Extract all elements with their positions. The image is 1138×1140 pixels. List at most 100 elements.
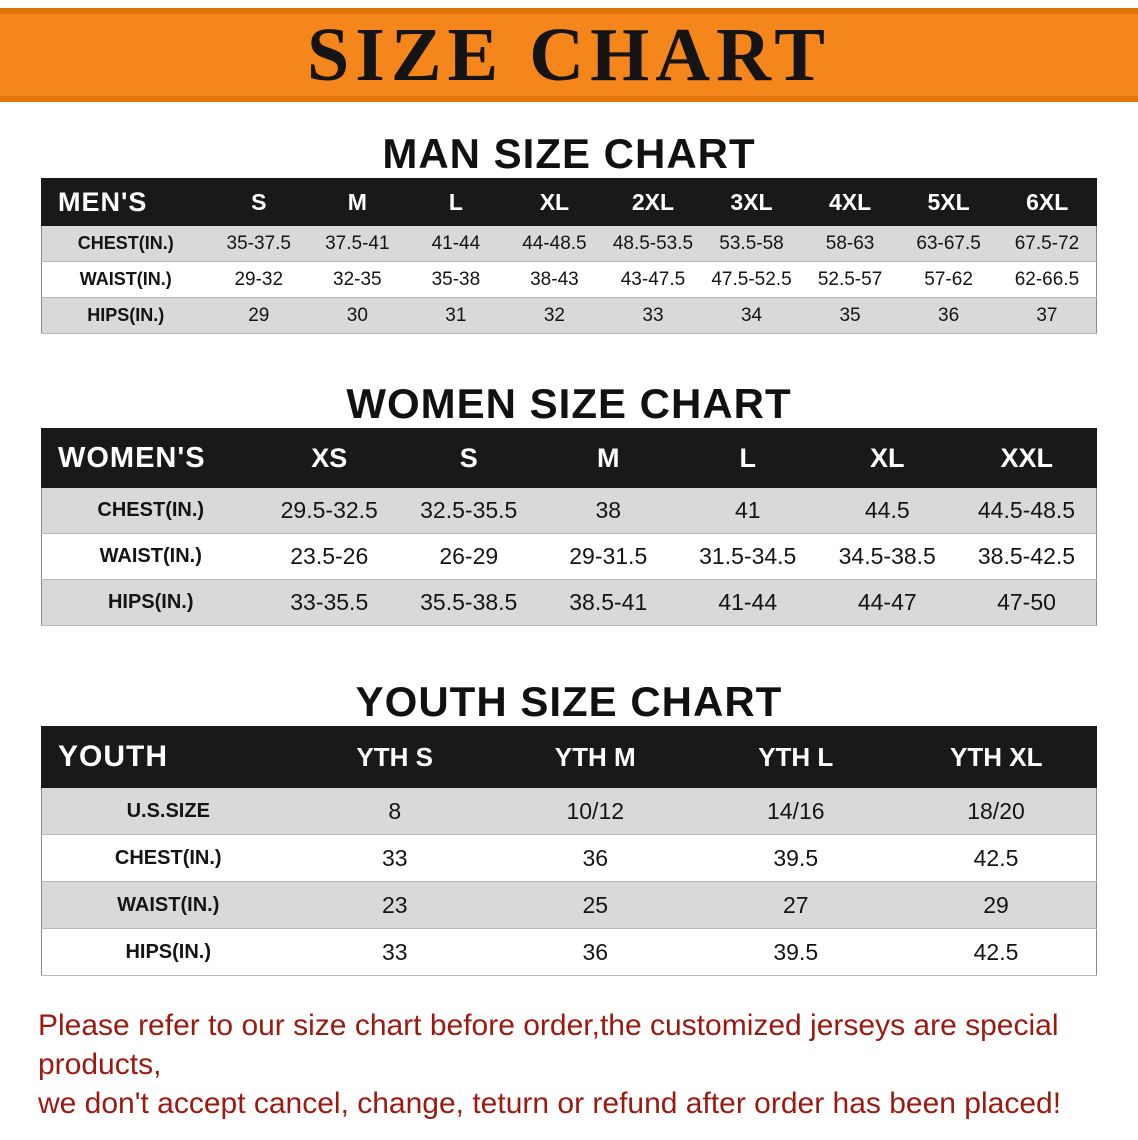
measurement-value-cell: 33 [603,297,703,334]
measurement-value-cell: 44-47 [817,579,957,626]
size-column-header: XS [259,428,400,488]
measurement-label-cell: WAIST(IN.) [41,261,210,298]
size-column-header: 4XL [800,178,900,226]
measurement-value-cell: 52.5-57 [800,261,900,298]
table-row: WAIST(IN.) 23.5-26 26-29 29-31.5 31.5-34.5 34… [41,533,1097,580]
measurement-value-cell: 44.5 [817,487,957,534]
measurement-value-cell: 38.5-41 [538,579,678,626]
measurement-value-cell: 23 [294,881,495,929]
measurement-value-cell: 53.5-58 [702,225,801,262]
measurement-label-cell: CHEST(IN.) [41,834,295,882]
measurement-value-cell: 23.5-26 [259,533,399,580]
table-row: HIPS(IN.) 33-35.5 35.5-38.5 38.5-41 41-44 44-… [41,579,1097,626]
youth-size-section: YOUTH SIZE CHART YOUTH YTH S YTH M YTH L YTH… [0,678,1138,976]
men-size-table: MEN'S S M L XL 2XL 3XL 4XL 5XL 6XL CHEST(IN.) 35-37… [41,178,1097,334]
measurement-label-cell: CHEST(IN.) [41,487,260,534]
women-size-table: WOMEN'S XS S M L XL XXL CHEST(IN.) 29.5-32.5 32.5… [41,428,1097,626]
measurement-value-cell: 29 [209,297,309,334]
size-column-header: YTH M [494,726,696,788]
measurement-value-cell: 48.5-53.5 [603,225,703,262]
measurement-value-cell: 41-44 [406,225,506,262]
measurement-value-cell: 35 [800,297,900,334]
table-title-cell: YOUTH [41,726,295,788]
banner-title: SIZE CHART [306,13,831,97]
measurement-value-cell: 57-62 [899,261,998,298]
measurement-value-cell: 25 [495,881,696,929]
measurement-value-cell: 42.5 [896,928,1097,976]
size-column-header: XL [817,428,958,488]
measurement-value-cell: 41-44 [678,579,818,626]
measurement-value-cell: 47-50 [957,579,1097,626]
measurement-value-cell: 30 [308,297,407,334]
youth-size-table: YOUTH YTH S YTH M YTH L YTH XL U.S.SIZE 8 10/12… [41,726,1097,976]
measurement-value-cell: 35.5-38.5 [399,579,539,626]
size-column-header: S [398,428,539,488]
measurement-value-cell: 33 [294,834,495,882]
measurement-value-cell: 27 [695,881,896,929]
measurement-value-cell: 38 [538,487,678,534]
measurement-value-cell: 26-29 [399,533,539,580]
size-column-header: XL [504,178,605,226]
table-row: HIPS(IN.) 33 36 39.5 42.5 [41,928,1097,976]
measurement-value-cell: 14/16 [695,787,896,835]
size-column-header: S [209,178,309,226]
size-column-header: 2XL [603,178,703,226]
measurement-value-cell: 18/20 [896,787,1097,835]
measurement-label-cell: WAIST(IN.) [41,881,295,929]
size-column-header: M [307,178,408,226]
men-size-section: MAN SIZE CHART MEN'S S M L XL 2XL 3XL 4XL 5XL 6XL… [0,130,1138,334]
measurement-label-cell: HIPS(IN.) [41,579,260,626]
measurement-label-cell: HIPS(IN.) [41,297,210,334]
measurement-value-cell: 42.5 [896,834,1097,882]
measurement-value-cell: 33-35.5 [259,579,399,626]
measurement-value-cell: 44-48.5 [505,225,604,262]
measurement-value-cell: 31.5-34.5 [678,533,818,580]
size-column-header: 3XL [701,178,802,226]
measurement-value-cell: 29 [896,881,1097,929]
measurement-value-cell: 37 [997,297,1097,334]
size-column-header: 5XL [898,178,999,226]
measurement-value-cell: 32.5-35.5 [399,487,539,534]
table-title-cell: WOMEN'S [41,428,260,488]
measurement-value-cell: 31 [406,297,506,334]
measurement-value-cell: 29-32 [209,261,309,298]
size-column-header: M [538,428,679,488]
measurement-value-cell: 10/12 [495,787,696,835]
table-title-cell: MEN'S [41,178,210,226]
measurement-value-cell: 38-43 [505,261,604,298]
measurement-value-cell: 47.5-52.5 [702,261,801,298]
men-section-heading: MAN SIZE CHART [382,130,756,177]
measurement-label-cell: CHEST(IN.) [41,225,210,262]
measurement-value-cell: 38.5-42.5 [957,533,1097,580]
order-policy-note: Please refer to our size chart before or… [0,1006,1138,1123]
measurement-label-cell: U.S.SIZE [41,787,295,835]
measurement-value-cell: 63-67.5 [899,225,998,262]
measurement-value-cell: 67.5-72 [997,225,1097,262]
measurement-value-cell: 33 [294,928,495,976]
measurement-value-cell: 36 [495,834,696,882]
measurement-value-cell: 34 [702,297,801,334]
table-header-row: WOMEN'S XS S M L XL XXL [41,428,1097,488]
size-column-header: L [406,178,506,226]
measurement-value-cell: 37.5-41 [308,225,407,262]
measurement-value-cell: 34.5-38.5 [817,533,957,580]
table-row: U.S.SIZE 8 10/12 14/16 18/20 [41,787,1097,835]
measurement-value-cell: 39.5 [695,834,896,882]
measurement-value-cell: 35-37.5 [209,225,309,262]
table-row: HIPS(IN.) 29 30 31 32 33 34 35 36 37 [41,297,1097,334]
measurement-label-cell: WAIST(IN.) [41,533,260,580]
size-column-header: YTH L [695,726,897,788]
measurement-value-cell: 32 [505,297,604,334]
size-chart-banner: SIZE CHART [0,8,1138,102]
table-row: CHEST(IN.) 29.5-32.5 32.5-35.5 38 41 44.5 44.5… [41,487,1097,534]
measurement-value-cell: 36 [899,297,998,334]
size-column-header: L [677,428,818,488]
order-policy-line-1: Please refer to our size chart before or… [38,1009,1059,1081]
measurement-label-cell: HIPS(IN.) [41,928,295,976]
measurement-value-cell: 35-38 [406,261,506,298]
measurement-value-cell: 29.5-32.5 [259,487,399,534]
table-row: CHEST(IN.) 35-37.5 37.5-41 41-44 44-48.5 48.5… [41,225,1097,262]
measurement-value-cell: 39.5 [695,928,896,976]
measurement-value-cell: 58-63 [800,225,900,262]
size-column-header: YTH S [294,726,496,788]
